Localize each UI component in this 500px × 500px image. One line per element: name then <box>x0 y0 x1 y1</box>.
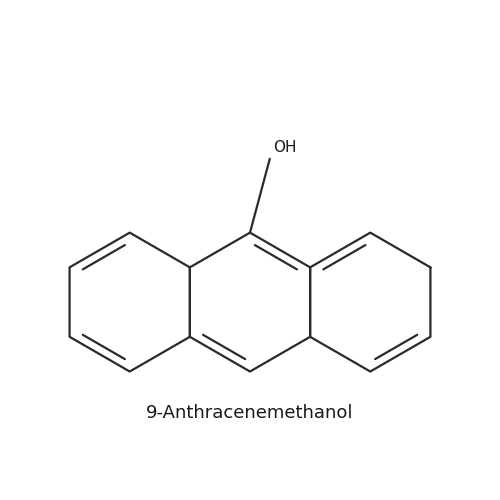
Text: 9-Anthracenemethanol: 9-Anthracenemethanol <box>146 404 354 422</box>
Text: OH: OH <box>273 140 296 156</box>
